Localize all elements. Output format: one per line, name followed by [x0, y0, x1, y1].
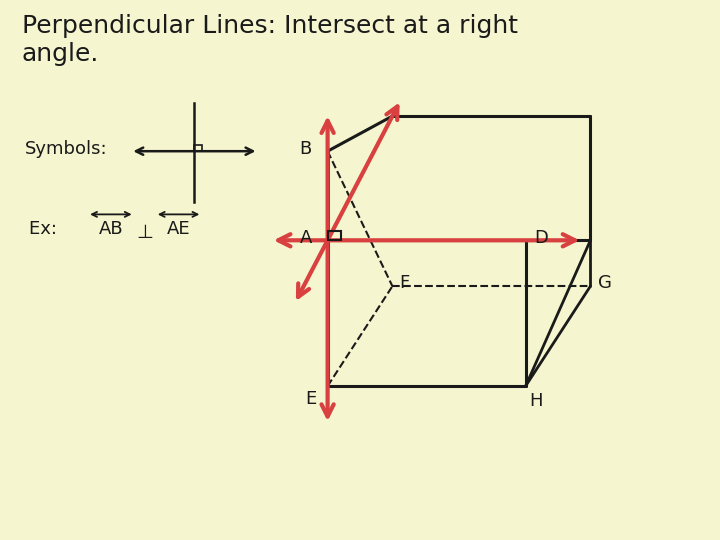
- Text: Ex:: Ex:: [29, 220, 63, 239]
- Text: AE: AE: [167, 220, 190, 239]
- Text: Symbols:: Symbols:: [25, 139, 108, 158]
- Text: A: A: [300, 228, 312, 247]
- Text: D: D: [534, 228, 548, 247]
- Text: H: H: [529, 392, 543, 409]
- Text: ⊥: ⊥: [136, 222, 153, 242]
- Text: B: B: [300, 139, 312, 158]
- Text: E: E: [305, 390, 317, 408]
- Text: F: F: [400, 274, 410, 293]
- Text: AB: AB: [99, 220, 123, 239]
- Text: G: G: [598, 274, 611, 293]
- Text: Perpendicular Lines: Intersect at a right
angle.: Perpendicular Lines: Intersect at a righ…: [22, 14, 518, 66]
